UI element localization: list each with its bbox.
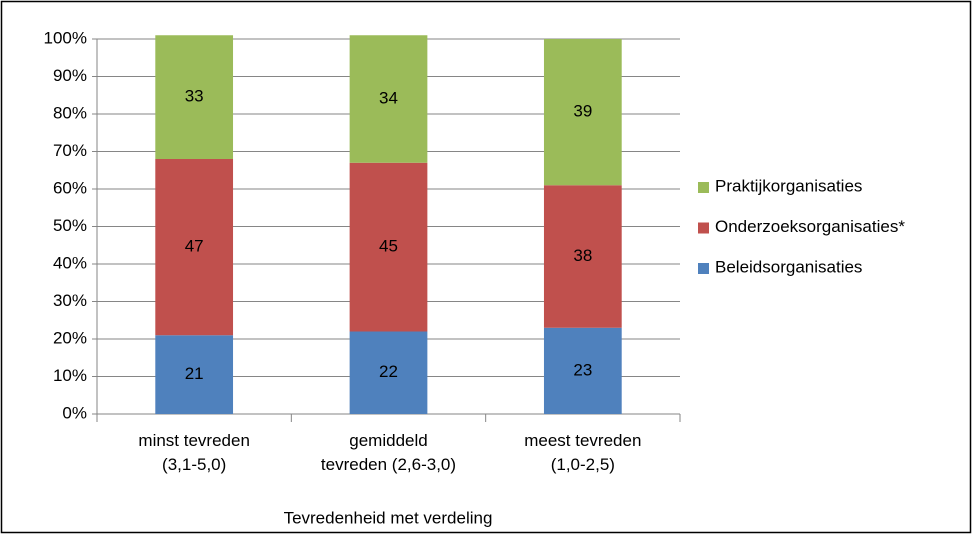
bar-segment (155, 159, 234, 336)
legend-label: Onderzoeksorganisaties* (715, 217, 905, 236)
y-tick-label: 30% (53, 291, 87, 310)
legend-label: Praktijkorganisaties (715, 176, 862, 195)
bar-segment (543, 39, 622, 186)
x-axis-title: Tevredenheid met verdeling (284, 508, 493, 527)
data-label: 23 (573, 360, 592, 379)
data-label: 39 (573, 102, 592, 121)
bar-segment (543, 185, 622, 328)
y-tick-label: 70% (53, 141, 87, 160)
y-tick-label: 80% (53, 103, 87, 122)
bar-segment (349, 35, 428, 163)
x-tick-label: minst tevreden (3,1-5,0) (138, 431, 250, 474)
y-tick-label: 90% (53, 66, 87, 85)
legend-swatch (698, 222, 709, 234)
legend-swatch (698, 263, 709, 274)
data-label: 45 (379, 237, 398, 256)
data-label: 34 (379, 88, 398, 107)
bar-segment (543, 327, 622, 414)
y-tick-label: 40% (53, 253, 87, 272)
y-tick-label: 100% (44, 28, 87, 47)
data-label: 47 (185, 237, 204, 256)
y-tick-label: 20% (53, 328, 87, 347)
y-tick-label: 50% (53, 216, 87, 235)
x-tick-label: gemiddeld tevreden (2,6-3,0) (320, 431, 457, 474)
y-tick-label: 10% (53, 366, 87, 385)
x-tick-label: meest tevreden (1,0-2,5) (524, 431, 642, 474)
data-label: 21 (185, 364, 204, 383)
bar-segment (155, 335, 234, 414)
y-tick-label: 0% (62, 403, 87, 422)
data-label: 38 (573, 246, 592, 265)
data-label: 22 (379, 362, 398, 381)
bar-segment (155, 35, 234, 159)
bar-segment (349, 162, 428, 332)
legend-label: Beleidsorganisaties (715, 257, 862, 276)
legend-swatch (698, 182, 709, 193)
data-label: 33 (185, 87, 204, 106)
y-tick-label: 60% (53, 178, 87, 197)
bar-segment (349, 331, 428, 414)
